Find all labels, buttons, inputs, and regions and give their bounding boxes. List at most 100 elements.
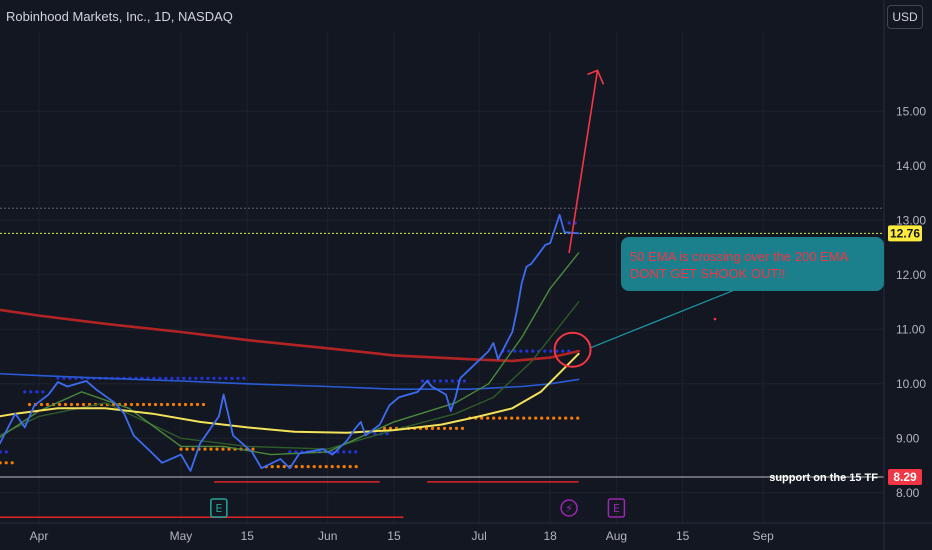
- dot-orange: [227, 447, 231, 451]
- dot-blue: [462, 379, 466, 383]
- dot-blue: [23, 390, 27, 394]
- dot-orange: [576, 416, 580, 420]
- series-ema50: [0, 352, 580, 434]
- dot-orange: [348, 465, 352, 469]
- dot-orange: [312, 465, 316, 469]
- dot-blue: [35, 390, 39, 394]
- dot-blue: [152, 376, 156, 380]
- dot-orange: [306, 465, 310, 469]
- dot-orange: [201, 402, 206, 407]
- dot-orange: [251, 447, 255, 451]
- dot-blue: [41, 390, 45, 394]
- dot-blue: [0, 450, 2, 454]
- series-ema-fast-green: [0, 252, 580, 456]
- dot-orange: [45, 402, 50, 407]
- dot-segment-13: [567, 221, 577, 225]
- event-marker-0[interactable]: E: [210, 498, 228, 518]
- event-marker-circle: [560, 499, 578, 517]
- dot-blue: [450, 379, 454, 383]
- dot-orange: [382, 426, 387, 430]
- dot-blue: [432, 379, 436, 383]
- event-marker-1[interactable]: ⚡: [560, 499, 578, 517]
- dot-blue: [230, 376, 234, 380]
- dot-blue: [200, 376, 204, 380]
- dot-orange: [492, 416, 496, 420]
- dot-segment-3: [264, 465, 358, 469]
- dot-orange: [522, 416, 526, 420]
- crossover-highlight-circle: [553, 331, 592, 368]
- time-tick-label: 18: [543, 529, 557, 543]
- dot-blue: [531, 349, 535, 353]
- price-tick-label: 12.00: [896, 268, 926, 282]
- dot-orange: [300, 465, 304, 469]
- dot-orange: [486, 416, 490, 420]
- dot-blue: [525, 349, 529, 353]
- annotation-callout[interactable]: 50 EMA is crossing over the 200 EMA DONT…: [621, 237, 884, 291]
- dot-orange: [203, 447, 207, 451]
- time-tick-label: 15: [387, 529, 401, 543]
- time-tick-label: Sep: [752, 529, 774, 543]
- dot-orange: [153, 402, 158, 407]
- dot-orange: [270, 465, 274, 469]
- dot-orange: [177, 402, 182, 407]
- currency-button[interactable]: USD: [887, 5, 923, 29]
- dot-orange: [480, 416, 484, 420]
- plot-area: [0, 69, 884, 519]
- event-marker-2[interactable]: E: [607, 498, 626, 518]
- dot-orange: [159, 402, 164, 407]
- dot-orange: [165, 402, 170, 407]
- dot-blue: [194, 376, 198, 380]
- dot-orange: [528, 416, 532, 420]
- dot-segment-12: [501, 349, 571, 353]
- dot-blue: [567, 221, 571, 225]
- dot-orange: [209, 447, 213, 451]
- time-tick-label: 15: [676, 529, 690, 543]
- dot-blue: [158, 376, 162, 380]
- dot-orange: [10, 461, 14, 465]
- event-marker-box: [210, 498, 228, 518]
- dot-orange: [388, 426, 393, 430]
- series-ema-blue: [0, 372, 580, 390]
- dot-orange: [534, 416, 538, 420]
- dot-blue: [513, 349, 517, 353]
- price-axis: 8.00 9.00 10.00 11.00 12.00 13.00 14.00 15.00 12…: [883, 0, 926, 550]
- price-badge-0: 12.76: [888, 225, 922, 242]
- dot-orange: [189, 402, 194, 407]
- dot-orange: [564, 416, 568, 420]
- dot-orange: [39, 402, 44, 407]
- dot-blue: [543, 349, 547, 353]
- dot-orange: [183, 402, 188, 407]
- dot-orange: [442, 426, 447, 430]
- support-annotation: support on the 15 TF: [769, 472, 878, 484]
- target-arrow: [568, 69, 605, 254]
- dot-orange: [123, 402, 128, 407]
- dot-orange: [147, 402, 152, 407]
- time-tick-label: Jun: [318, 529, 337, 543]
- series-ema200: [0, 308, 580, 363]
- dot-blue: [29, 390, 33, 394]
- dot-blue: [4, 450, 8, 454]
- dot-orange: [75, 402, 80, 407]
- dot-orange: [0, 461, 2, 465]
- price-badge-bg: [888, 468, 922, 485]
- dot-blue: [206, 376, 210, 380]
- dot-blue: [444, 379, 448, 383]
- event-marker-symbol: E: [215, 502, 222, 515]
- dot-orange: [330, 465, 334, 469]
- dot-orange: [171, 402, 176, 407]
- dot-orange: [546, 416, 550, 420]
- time-tick-label: Jul: [471, 529, 486, 543]
- annotation-line-1: 50 EMA is crossing over the 200 EMA: [630, 249, 849, 264]
- dot-blue: [188, 376, 192, 380]
- callout-connector: [590, 286, 743, 349]
- dot-blue: [182, 376, 186, 380]
- dot-orange: [318, 465, 322, 469]
- dot-blue: [218, 376, 222, 380]
- dot-blue: [170, 376, 174, 380]
- price-tick-label: 10.00: [896, 377, 926, 391]
- dot-blue: [164, 376, 168, 380]
- dot-orange: [516, 416, 520, 420]
- dot-orange: [430, 426, 435, 430]
- chart-title: Robinhood Markets, Inc., 1D, NASDAQ: [6, 9, 233, 24]
